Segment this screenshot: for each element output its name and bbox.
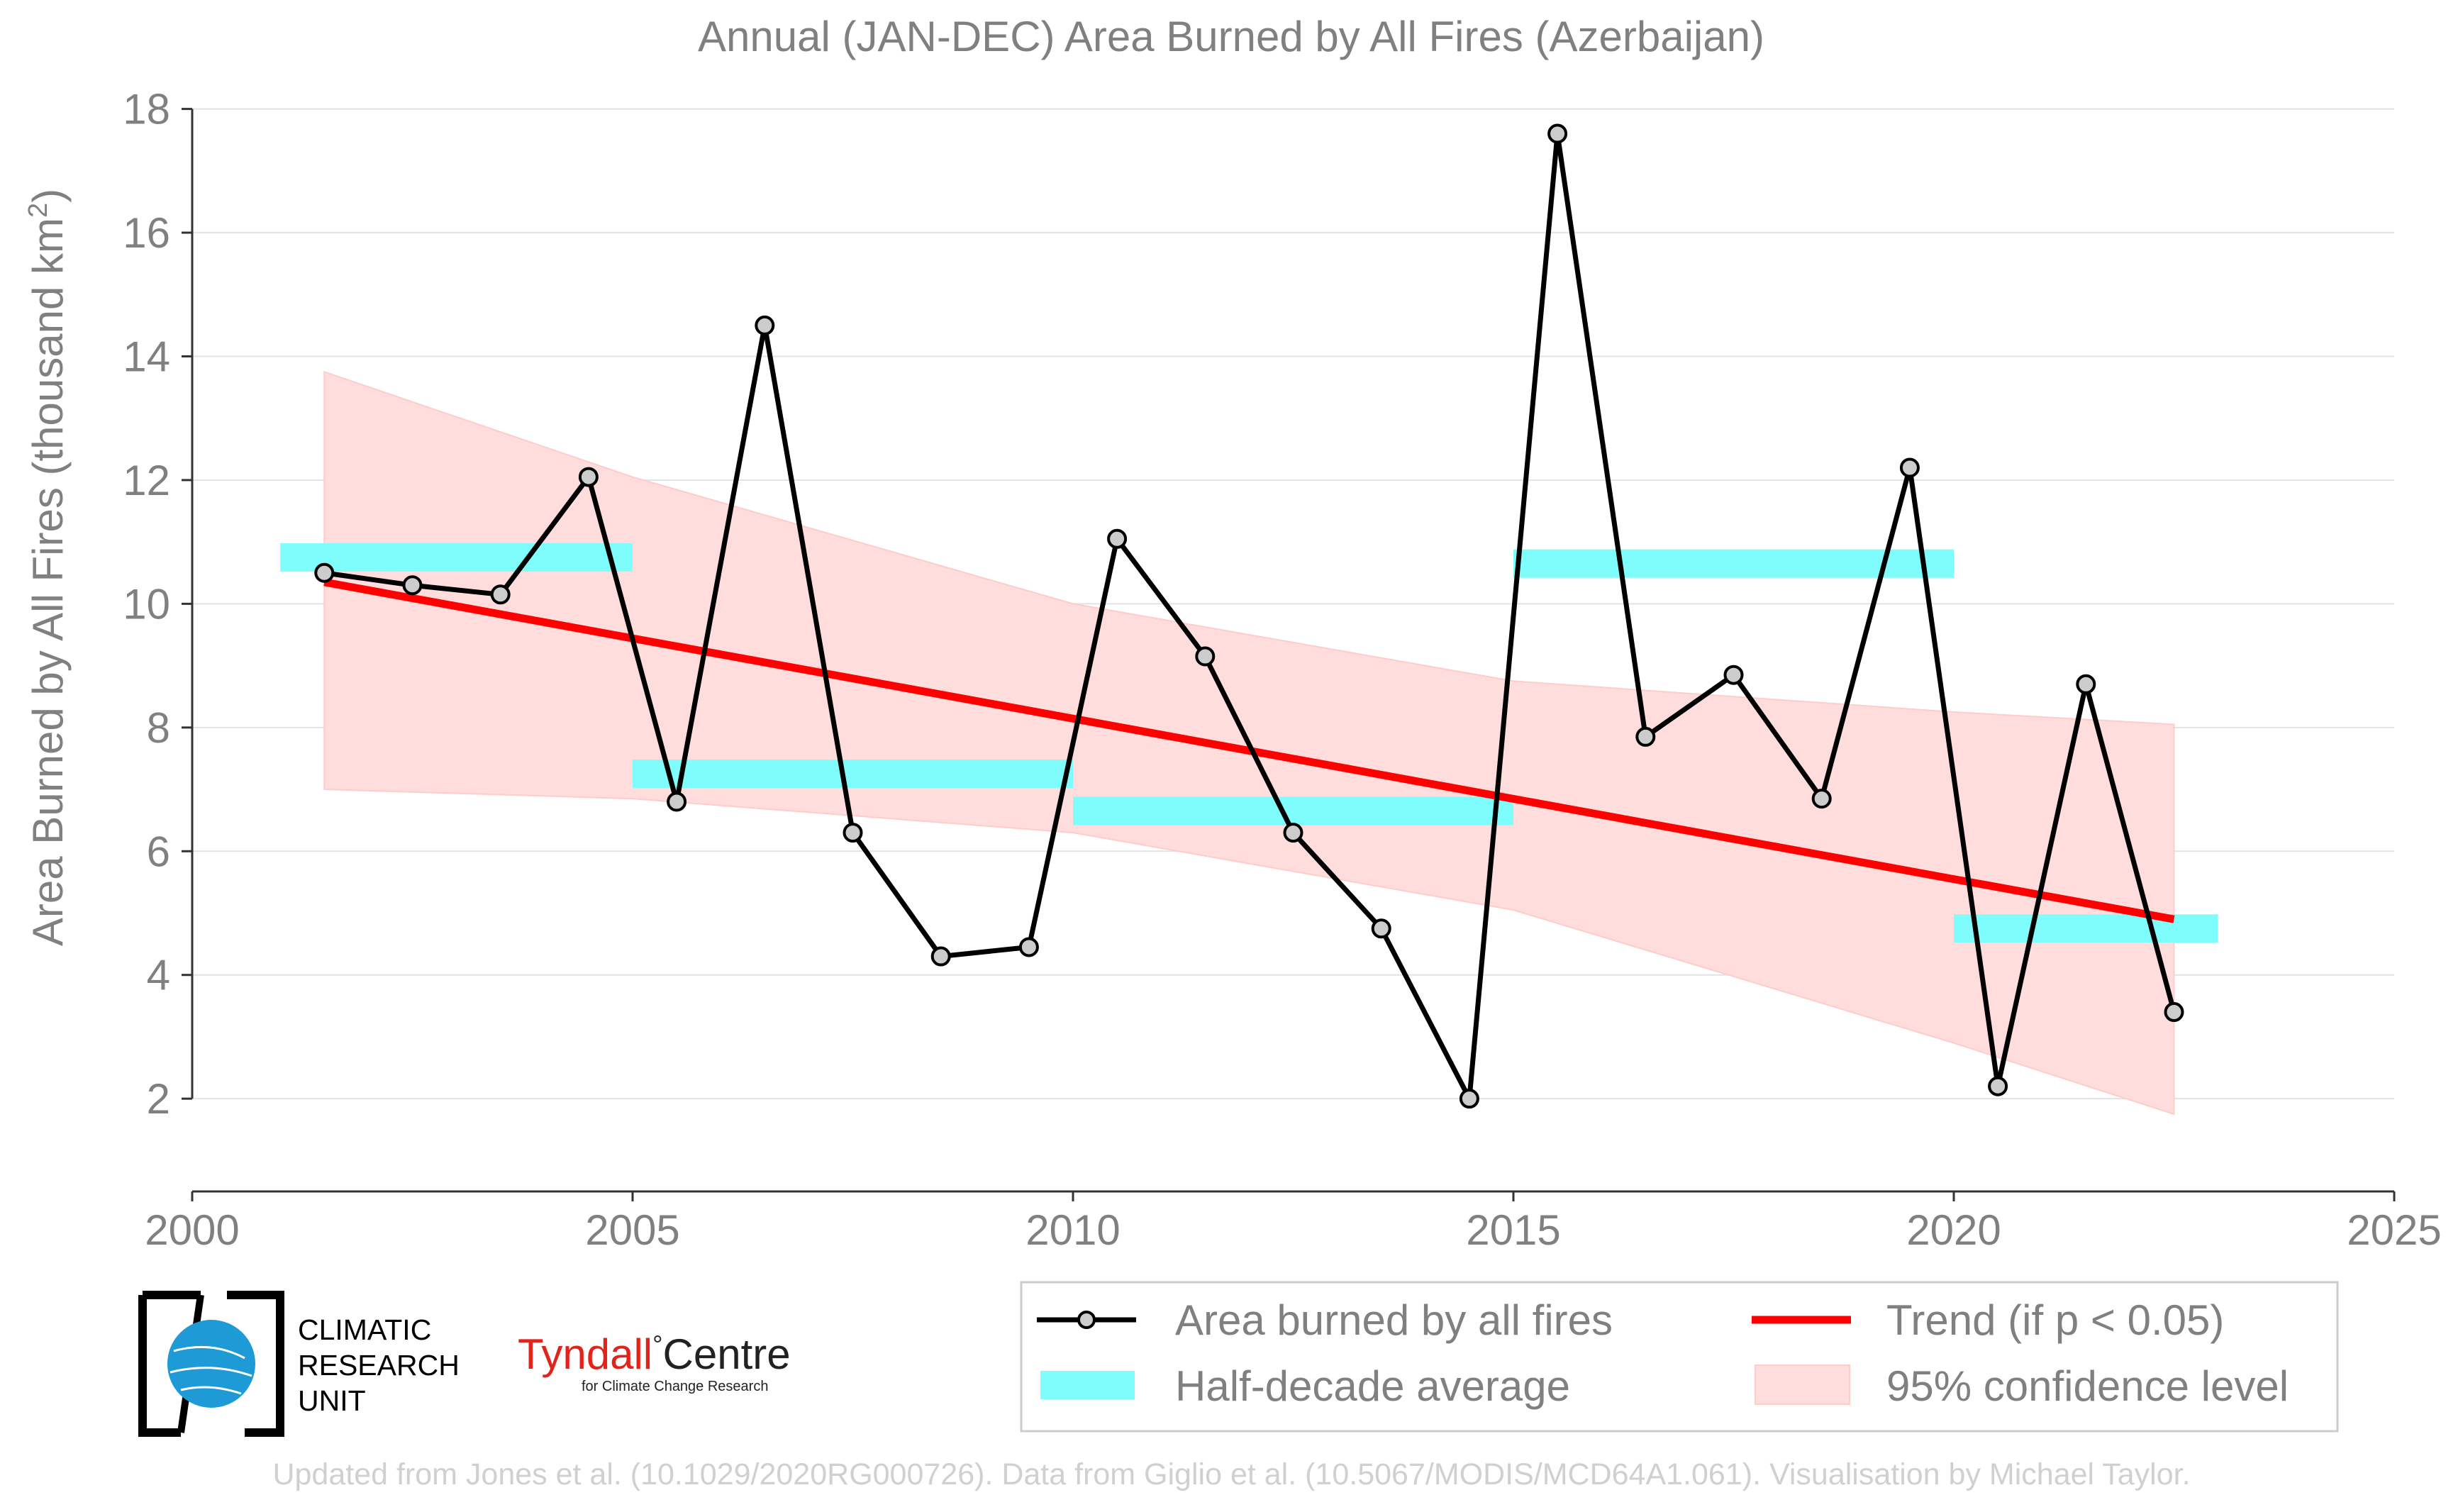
x-tick-label: 2025 (2347, 1206, 2441, 1254)
data-point (930, 946, 951, 967)
data-point (1899, 457, 1920, 478)
data-point (402, 575, 423, 596)
y-axis-label-close: ) (24, 189, 72, 203)
y-tick-label: 16 (123, 209, 170, 257)
chart-title: Annual (JAN-DEC) Area Burned by All Fire… (698, 13, 1764, 60)
half-decade-bar (1954, 914, 2218, 943)
data-point (578, 467, 599, 487)
half-decade-bar (1073, 796, 1513, 826)
data-point (1371, 918, 1391, 939)
legend-frame (1020, 1281, 2339, 1433)
data-point (2076, 674, 2096, 694)
data-point (1459, 1089, 1479, 1109)
logos: CLIMATIC RESEARCH UNIT Tyndall°Centre fo… (138, 1291, 847, 1440)
tyndall-logo-centre: Centre (662, 1330, 791, 1378)
legend-label-trend: Trend (if p < 0.05) (1886, 1296, 2224, 1344)
legend-half-decade-swatch (1040, 1371, 1135, 1399)
x-tick-label: 2015 (1466, 1206, 1560, 1254)
footer-credits: Updated from Jones et al. (10.1029/2020R… (272, 1457, 2191, 1491)
tyndall-logo-degree: ° (652, 1330, 663, 1359)
data-point (314, 562, 335, 583)
data-point (1988, 1076, 2008, 1096)
y-tick-label: 18 (123, 86, 170, 133)
y-tick-label: 4 (147, 952, 170, 999)
legend-marker-swatch (1077, 1311, 1096, 1329)
x-tick-label: 2005 (585, 1206, 679, 1254)
x-tick-label: 2010 (1025, 1206, 1120, 1254)
series-line (323, 131, 2176, 1101)
x-tick-label: 2020 (1906, 1206, 2001, 1254)
tyndall-logo-word: Tyndall (518, 1330, 653, 1378)
legend-label-area-burned: Area burned by all fires (1175, 1296, 1613, 1344)
data-point (755, 315, 775, 335)
data-point (1283, 823, 1303, 843)
cru-line-2: RESEARCH (298, 1349, 460, 1382)
data-point (1723, 665, 1744, 685)
half-decade-bar (280, 543, 633, 572)
tyndall-logo-name: Tyndall°Centre (518, 1330, 791, 1379)
legend: Area burned by all fires Trend (if p < 0… (1020, 1281, 2339, 1433)
legend-label-half-decade: Half-decade average (1175, 1362, 1570, 1410)
y-tick-label: 6 (147, 828, 170, 875)
series-layer (314, 123, 2184, 1109)
cru-logo-icon (138, 1291, 284, 1437)
axes: 2 4 6 8 10 12 14 16 18 2000 2005 2010 2015 2020 2025 (123, 86, 2441, 1254)
y-tick-label: 10 (123, 580, 170, 628)
legend-label-confidence: 95% confidence level (1886, 1362, 2289, 1410)
cru-line-1: CLIMATIC (298, 1313, 432, 1346)
y-tick-label: 8 (147, 704, 170, 752)
y-tick-label: 12 (123, 457, 170, 504)
data-point (667, 791, 687, 812)
data-point (1811, 789, 1832, 809)
data-point (1547, 123, 1568, 144)
legend-confidence-swatch (1755, 1364, 1850, 1405)
cru-line-3: UNIT (298, 1384, 366, 1417)
cru-logo-text: CLIMATIC RESEARCH UNIT (298, 1312, 460, 1418)
y-axis-label-superscript: 2 (23, 203, 53, 218)
data-point (490, 584, 511, 605)
tyndall-logo: Tyndall°Centre for Climate Change Resear… (518, 1330, 791, 1395)
data-point (1635, 726, 1656, 747)
data-point (1107, 528, 1128, 549)
y-axis-label-text: Area Burned by All Fires (thousand km (24, 218, 72, 946)
data-point (843, 823, 863, 843)
tyndall-logo-subtitle: for Climate Change Research (582, 1379, 769, 1394)
data-point (1195, 646, 1216, 667)
y-tick-label: 14 (123, 333, 170, 381)
y-axis-label: Area Burned by All Fires (thousand km2) (23, 189, 72, 946)
data-point (2164, 1002, 2184, 1023)
half-decade-bar (633, 760, 1073, 789)
x-tick-label: 2000 (145, 1206, 239, 1254)
y-tick-label: 2 (147, 1075, 170, 1123)
data-point (1018, 937, 1039, 957)
